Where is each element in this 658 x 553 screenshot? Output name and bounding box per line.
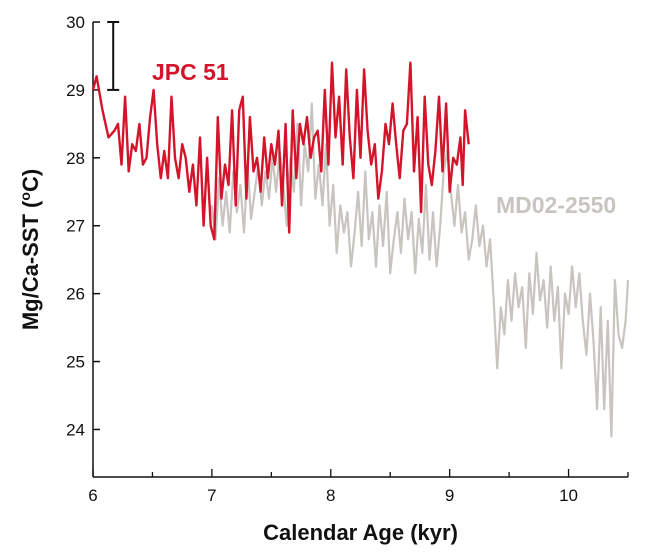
series-label-md02-2550: MD02-2550: [496, 192, 616, 218]
x-tick-label-10: 10: [559, 486, 578, 505]
y-tick-label-30: 30: [66, 13, 85, 32]
y-tick-label-27: 27: [66, 217, 85, 236]
y-tick-label-25: 25: [66, 353, 85, 372]
y-axis-title: Mg/Ca-SST (oC): [17, 169, 43, 330]
series-label-jpc-51: JPC 51: [152, 59, 229, 85]
y-tick-label-26: 26: [66, 285, 85, 304]
x-axis-title: Calendar Age (kyr): [263, 520, 458, 545]
x-tick-label-9: 9: [445, 486, 454, 505]
y-tick-label-29: 29: [66, 81, 85, 100]
series-line-md02-2550: [210, 102, 630, 438]
x-tick-label-7: 7: [207, 486, 216, 505]
y-tick-label-28: 28: [66, 149, 85, 168]
y-tick-label-24: 24: [66, 420, 85, 439]
x-tick-label-6: 6: [88, 486, 97, 505]
x-tick-label-8: 8: [326, 486, 335, 505]
series-line-jpc-51: [91, 61, 470, 241]
